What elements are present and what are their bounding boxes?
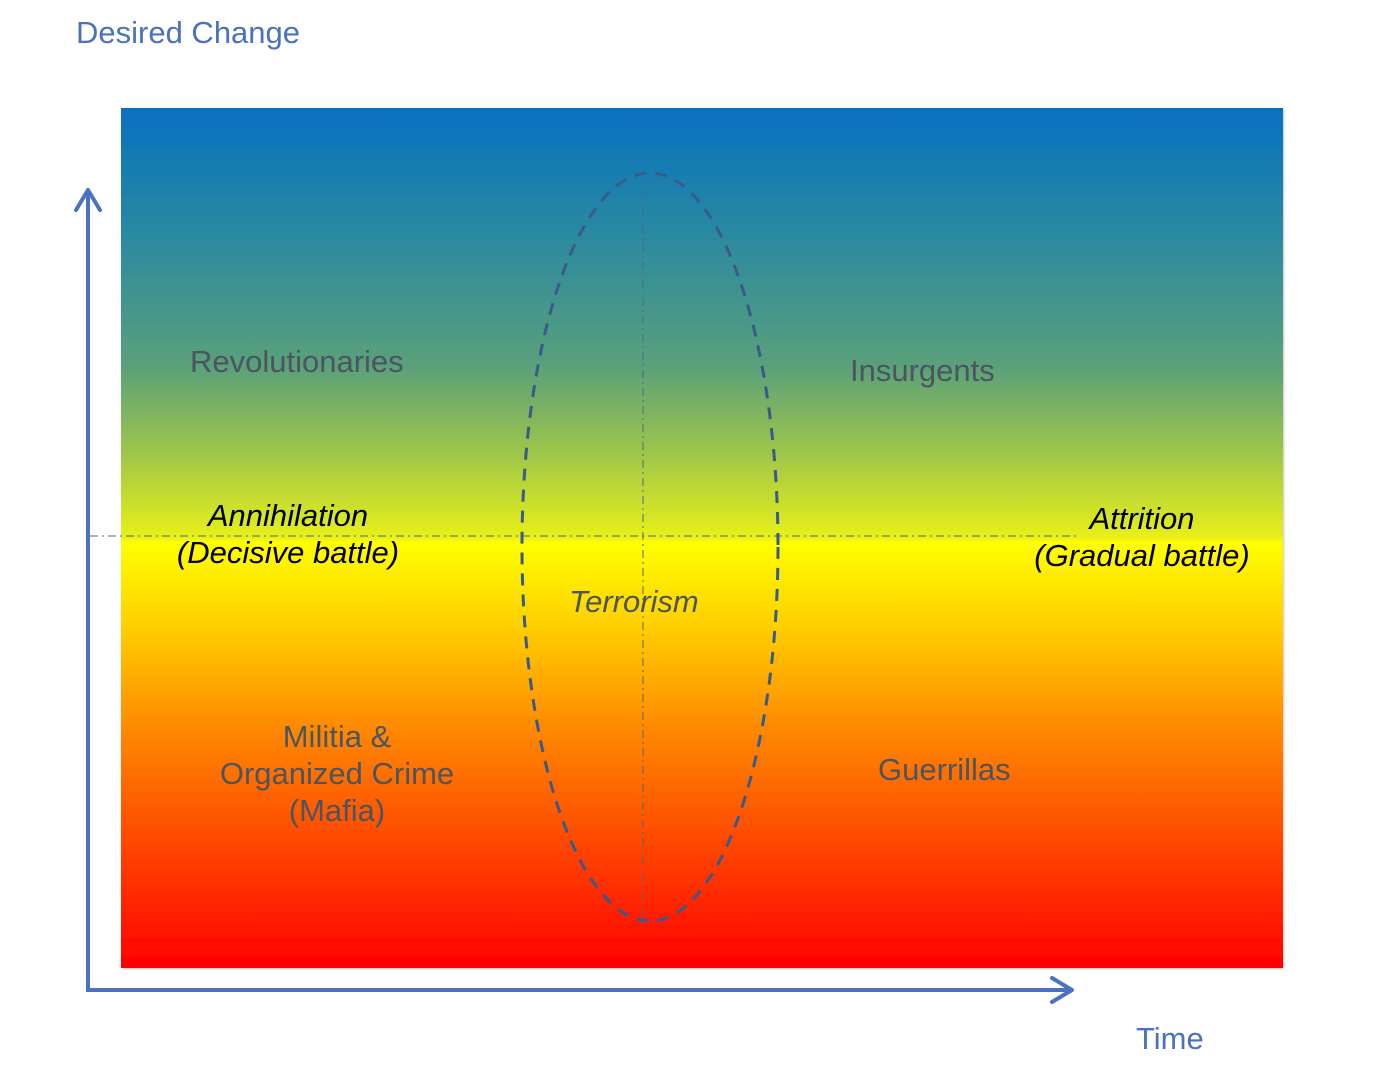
attrition-subtitle: (Gradual battle) [1034, 538, 1250, 574]
annihilation-title: Annihilation [207, 498, 369, 533]
center-terrorism: Terrorism [569, 584, 699, 619]
militia-line-3: (Mafia) [288, 793, 386, 829]
y-axis-label: Desired Change [76, 15, 301, 50]
terrorism-ellipse [520, 171, 780, 923]
quadrant-insurgents: Insurgents [850, 353, 995, 388]
attrition-title: Attrition [1089, 501, 1195, 536]
x-axis-label: Time [1136, 1021, 1204, 1056]
y-axis-arrow-icon [74, 188, 102, 212]
annihilation-subtitle: (Decisive battle) [176, 535, 400, 571]
quadrant-guerrillas: Guerrillas [878, 752, 1011, 787]
quadrant-revolutionaries: Revolutionaries [190, 344, 404, 379]
gradient-field [121, 108, 1283, 968]
midline-annihilation: Annihilation (Decisive battle) [158, 497, 418, 571]
x-axis [86, 976, 1074, 1004]
midline-attrition: Attrition (Gradual battle) [1016, 500, 1268, 574]
quadrant-militia-organized-crime: Militia & Organized Crime (Mafia) [202, 718, 472, 830]
x-axis-arrow-icon [1050, 976, 1074, 1004]
y-axis [74, 188, 102, 990]
militia-line-2: Organized Crime [219, 756, 455, 792]
militia-line-1: Militia & [282, 719, 392, 754]
